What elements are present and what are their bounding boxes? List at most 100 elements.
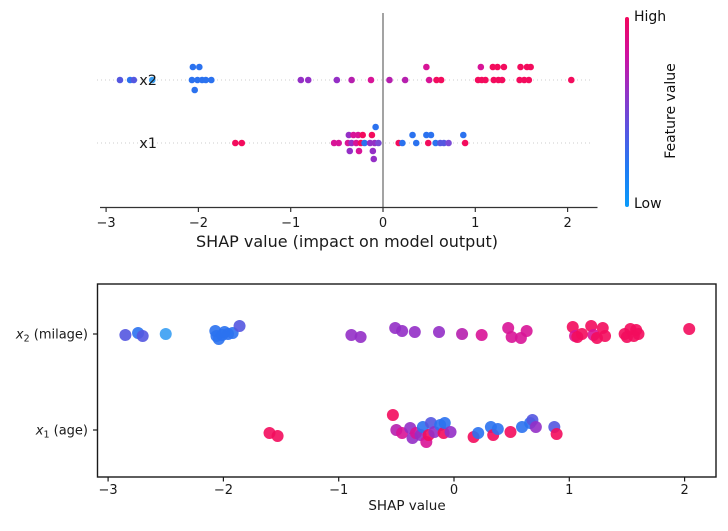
data-point [401, 76, 409, 84]
data-point [233, 320, 246, 332]
data-point [367, 76, 375, 84]
data-point [333, 76, 341, 84]
x-tick-label: 0 [450, 483, 458, 498]
data-point [424, 417, 437, 429]
data-point [475, 329, 488, 341]
data-point [346, 147, 354, 155]
data-point [345, 329, 358, 341]
data-point [427, 131, 435, 139]
data-point [433, 76, 440, 84]
data-point [520, 76, 528, 84]
data-point [460, 131, 467, 139]
x-tick-label: 2 [563, 216, 571, 231]
data-point [386, 409, 399, 421]
data-point [188, 76, 196, 84]
data-point [130, 76, 138, 84]
data-point [194, 76, 201, 84]
data-point [297, 76, 305, 84]
data-point [386, 76, 393, 84]
data-point [566, 321, 579, 333]
data-point [335, 139, 342, 147]
colorbar-low-label: Low [634, 196, 662, 212]
data-point [599, 330, 612, 342]
x-tick-label: 1 [471, 216, 479, 231]
data-point [517, 63, 524, 71]
row-label: x1 (age) [35, 424, 88, 441]
data-point [399, 139, 406, 147]
data-point [408, 326, 421, 338]
data-point [159, 328, 172, 340]
data-point [355, 147, 363, 155]
shap-beeswarm-top-chart: −3 −2 −1 0 1 2 SHAP value (impact on model out… [97, 13, 598, 251]
data-point [489, 63, 497, 71]
data-point [359, 131, 366, 139]
data-point [437, 76, 445, 84]
x-tick-label: −2 [214, 483, 233, 498]
x-tick-label: −1 [281, 216, 300, 231]
data-point [423, 131, 430, 139]
x-tick-label: −1 [329, 483, 348, 498]
data-point [304, 76, 312, 84]
data-point [525, 76, 533, 84]
data-point [375, 139, 382, 147]
data-point [136, 330, 149, 342]
data-point [354, 131, 362, 139]
x-axis-title: SHAP value [368, 498, 445, 514]
data-point [520, 325, 533, 337]
data-point [504, 426, 517, 438]
row-label: x2 [139, 73, 157, 89]
shap-scatter-bottom-chart: −3 −2 −1 0 1 2 x2 (milage) x1 (age) SHAP value [15, 283, 717, 514]
data-point [361, 139, 368, 147]
x-tick-label: −3 [99, 483, 118, 498]
data-point [191, 86, 199, 94]
x-tick-label: 1 [565, 483, 573, 498]
data-point [409, 131, 416, 139]
data-point [491, 423, 504, 435]
data-point [438, 417, 451, 429]
data-point [529, 421, 542, 433]
data-point [472, 427, 485, 439]
data-point [500, 63, 508, 71]
colorbar-title: Feature value [663, 63, 679, 159]
data-point [116, 76, 124, 84]
data-point [196, 63, 203, 71]
data-point [368, 131, 376, 139]
x-axis-title: SHAP value (impact on model output) [196, 232, 498, 251]
data-point [238, 139, 246, 147]
data-point [498, 76, 506, 84]
data-point [505, 331, 518, 343]
row-label: x2 (milage) [15, 328, 88, 345]
data-point [271, 430, 284, 442]
data-point [330, 139, 338, 147]
data-point [432, 139, 439, 147]
data-point [632, 328, 645, 340]
data-point [482, 76, 489, 84]
x-tick-label: −2 [189, 216, 208, 231]
data-point [370, 155, 378, 163]
data-point [348, 139, 355, 147]
data-point [440, 139, 448, 147]
data-point [350, 131, 357, 139]
data-point [502, 322, 515, 334]
x-tick-label: 2 [680, 483, 688, 498]
x-tick-label: 0 [379, 216, 387, 231]
data-point [208, 76, 215, 84]
data-point [527, 63, 534, 71]
data-point [352, 139, 360, 147]
data-point [369, 147, 377, 155]
data-point [424, 139, 432, 147]
colorbar-gradient [625, 17, 629, 207]
data-point [683, 323, 696, 335]
data-point [354, 331, 367, 343]
data-point [119, 329, 132, 341]
data-point [445, 139, 452, 147]
data-point [490, 76, 498, 84]
data-point [575, 328, 588, 340]
data-point [585, 320, 598, 332]
data-point [567, 76, 575, 84]
x-tick-label: −3 [97, 216, 116, 231]
data-point [189, 63, 197, 71]
data-point [444, 426, 457, 438]
data-point [345, 131, 353, 139]
